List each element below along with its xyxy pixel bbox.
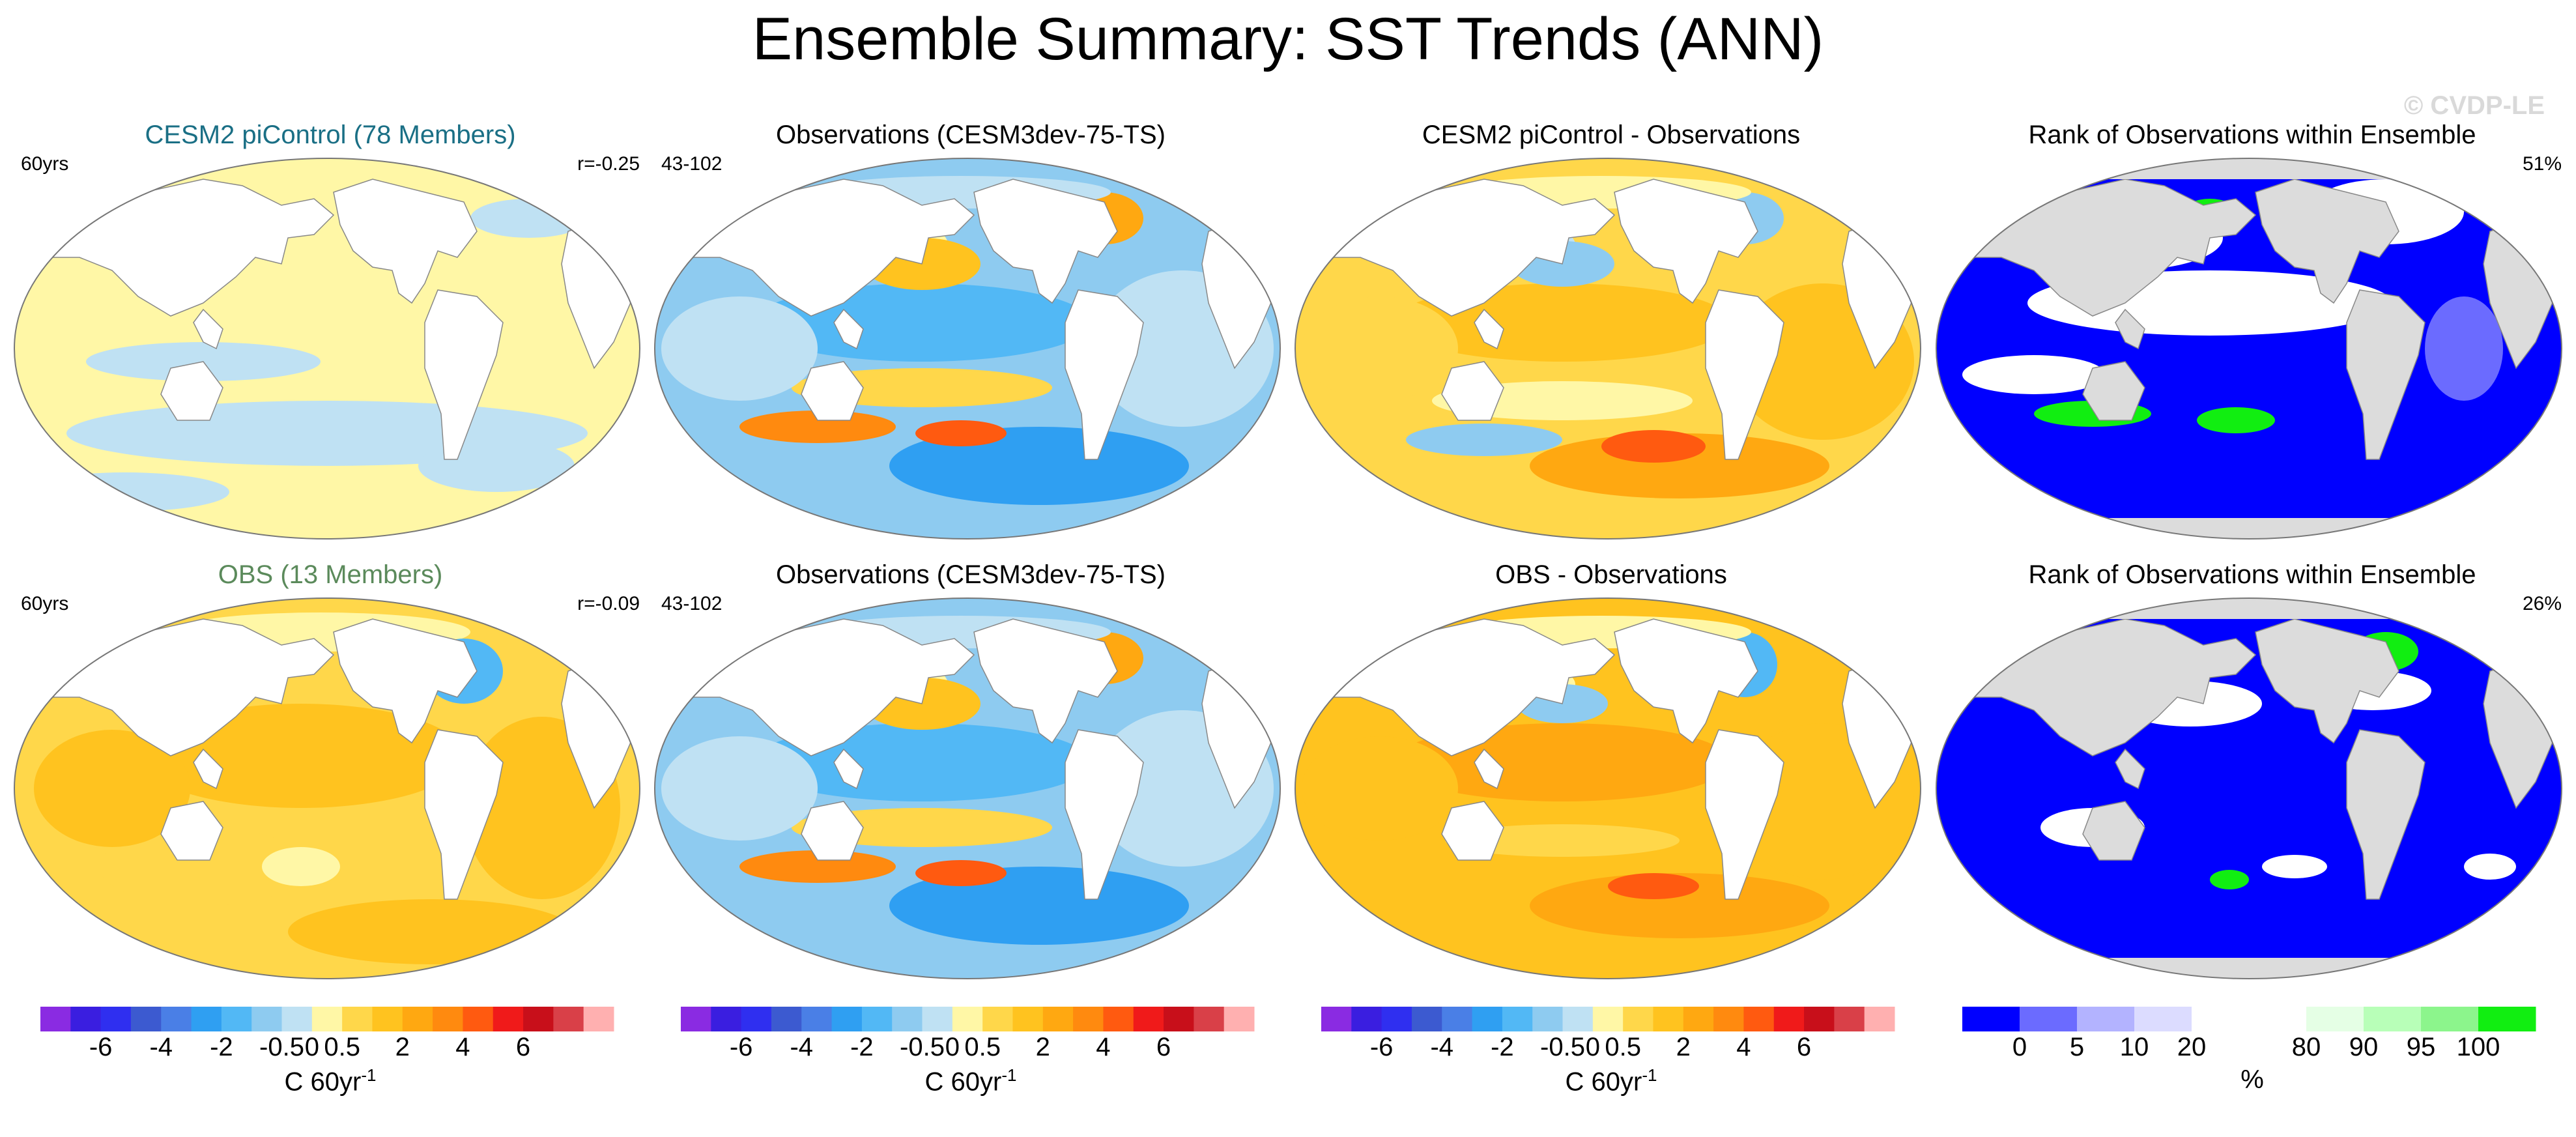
map-panel: OBS - Observations	[1289, 560, 1934, 984]
map-panel: OBS (13 Members) 60yrs r=-0.09	[8, 560, 653, 984]
trend-colorbar: -6 -4 -2 -0.5 0 0.5 2 4 6 C 60yr-1	[648, 1007, 1293, 1137]
colorbar-tick-label: 2	[1676, 1033, 1691, 1061]
colorbar-tick-label: -4	[790, 1033, 814, 1061]
colorbar-tick-label: -2	[210, 1033, 233, 1061]
colorbar-tick-label: 100	[2456, 1033, 2500, 1061]
watermark: © CVDP-LE	[2403, 91, 2545, 120]
colorbar-tick-label: -6	[1369, 1033, 1394, 1061]
figure-title: Ensemble Summary: SST Trends (ANN)	[752, 6, 1824, 72]
globe-map	[1936, 597, 2562, 979]
colorbar-tick-label: -0.5	[1540, 1033, 1585, 1061]
colorbar-tick-label: 90	[2349, 1033, 2379, 1061]
colorbar-tick-label: 6	[515, 1033, 531, 1061]
globe-map	[14, 158, 640, 540]
globe-map	[1295, 597, 1921, 979]
colorbar-tick-label: 0	[1585, 1033, 1600, 1061]
colorbar-tick-label: 6	[1796, 1033, 1812, 1061]
colorbar-unit: C 60yr-1	[1565, 1065, 1657, 1097]
colorbar-swatches	[1962, 1007, 2536, 1031]
colorbar-tick-label: -2	[1491, 1033, 1514, 1061]
colorbar-tick-label: 4	[1736, 1033, 1751, 1061]
globe-map	[654, 597, 1281, 979]
colorbar-unit: C 60yr-1	[924, 1065, 1017, 1097]
colorbar-tick-label: 0.5	[964, 1033, 1001, 1061]
panel-left-label: 43-102	[661, 593, 723, 614]
trend-colorbar: -6 -4 -2 -0.5 0 0.5 2 4 6 C 60yr-1	[1289, 1007, 1934, 1137]
colorbar-tick-label: 4	[455, 1033, 470, 1061]
colorbar-tick-label: -4	[149, 1033, 173, 1061]
map-panel: Observations (CESM3dev-75-TS) 43-102	[648, 560, 1293, 984]
map-panel: CESM2 piControl (78 Members) 60yrs r=-0.25	[8, 121, 653, 544]
panel-title: CESM2 piControl (78 Members)	[145, 121, 516, 149]
panel-left-label: 60yrs	[21, 593, 69, 614]
panel-right-label: r=-0.09	[577, 593, 640, 614]
colorbar-tick-label: 0	[304, 1033, 319, 1061]
panel-title: OBS - Observations	[1495, 560, 1727, 589]
rank-colorbar: 0 5 10 20 80 90 95 100%	[1930, 1007, 2575, 1137]
globe-map	[14, 597, 640, 979]
colorbar-tick-label: 80	[2291, 1033, 2321, 1061]
colorbar-tick-label: 0	[2012, 1033, 2027, 1061]
panel-title: Rank of Observations within Ensemble	[2028, 121, 2476, 149]
colorbar-tick-label: -0.5	[900, 1033, 945, 1061]
map-panel: CESM2 piControl - Observations	[1289, 121, 1934, 544]
globe-map	[654, 158, 1281, 540]
colorbar-tick-label: -6	[729, 1033, 753, 1061]
panel-title: Observations (CESM3dev-75-TS)	[776, 560, 1166, 589]
trend-colorbar: -6 -4 -2 -0.5 0 0.5 2 4 6 C 60yr-1	[8, 1007, 653, 1137]
map-panel: Rank of Observations within Ensemble 51%	[1930, 121, 2575, 544]
colorbar-tick-label: 20	[2177, 1033, 2207, 1061]
colorbar-tick-label: 0	[945, 1033, 960, 1061]
colorbar-tick-label: 0.5	[1605, 1033, 1641, 1061]
colorbar-tick-label: 6	[1156, 1033, 1171, 1061]
colorbar-tick-label: -2	[850, 1033, 874, 1061]
panel-right-label: 51%	[2522, 153, 2562, 175]
colorbar-unit: %	[2240, 1065, 2264, 1094]
colorbar-tick-label: -4	[1430, 1033, 1454, 1061]
colorbar-tick-label: 5	[2069, 1033, 2085, 1061]
panel-title: CESM2 piControl - Observations	[1422, 121, 1801, 149]
panel-left-label: 60yrs	[21, 153, 69, 175]
colorbar-tick-label: 10	[2119, 1033, 2149, 1061]
colorbar-tick-label: 95	[2406, 1033, 2436, 1061]
colorbar-tick-label: 0.5	[324, 1033, 360, 1061]
panel-title: Observations (CESM3dev-75-TS)	[776, 121, 1166, 149]
colorbar-tick-label: -6	[89, 1033, 113, 1061]
colorbar-unit: C 60yr-1	[284, 1065, 377, 1097]
panel-right-label: 26%	[2522, 593, 2562, 614]
panel-right-label: r=-0.25	[577, 153, 640, 175]
colorbar-swatches	[1321, 1007, 1895, 1031]
panel-left-label: 43-102	[661, 153, 723, 175]
map-panel: Rank of Observations within Ensemble 26%	[1930, 560, 2575, 984]
colorbar-tick-label: -0.5	[259, 1033, 304, 1061]
colorbar-tick-label: 2	[1035, 1033, 1050, 1061]
colorbar-swatches	[681, 1007, 1255, 1031]
panel-title: OBS (13 Members)	[218, 560, 443, 589]
globe-map	[1295, 158, 1921, 540]
globe-map	[1936, 158, 2562, 540]
colorbar-swatches	[40, 1007, 614, 1031]
colorbar-tick-label: 2	[395, 1033, 410, 1061]
map-panel: Observations (CESM3dev-75-TS) 43-102	[648, 121, 1293, 544]
panel-title: Rank of Observations within Ensemble	[2028, 560, 2476, 589]
colorbar-tick-label: 4	[1096, 1033, 1111, 1061]
